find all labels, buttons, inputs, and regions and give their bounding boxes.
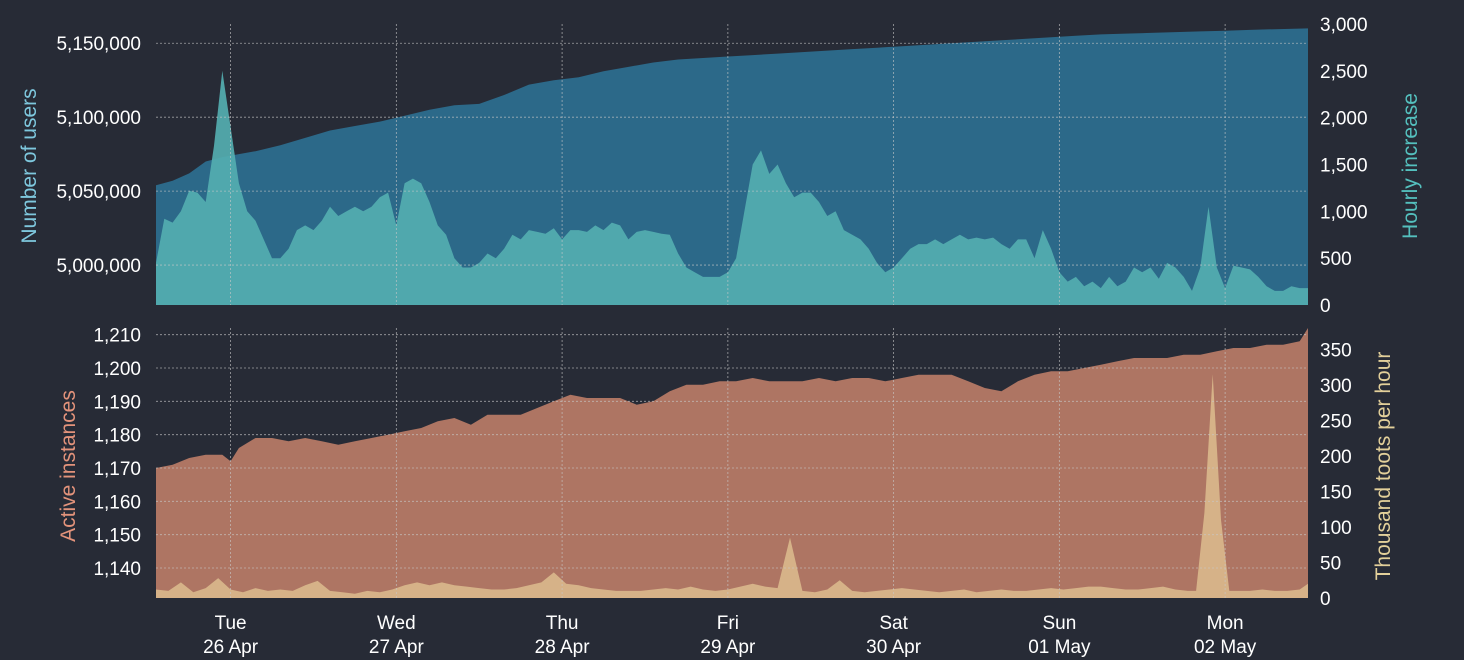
instances-left-ticks: 1,140 1,150 1,160 1,170 1,180 1,190 1,200 1,210 [93,326,141,580]
x-tick-day: Sat [879,613,908,634]
right-tick-label: 250 [1320,411,1352,432]
left-tick-label: 1,190 [93,392,141,413]
left-tick-label: 1,160 [93,492,141,513]
right-tick-label: 0 [1320,296,1331,317]
right-tick-label: 150 [1320,482,1352,503]
left-tick-label: 1,150 [93,526,141,547]
left-tick-label: 5,050,000 [56,182,141,203]
instances-area [156,328,1308,598]
left-tick-label: 5,000,000 [56,256,141,277]
right-tick-label: 2,000 [1320,109,1368,130]
left-tick-label: 5,150,000 [56,34,141,55]
right-tick-label: 3,000 [1320,15,1368,36]
x-tick-day: Tue [215,613,247,634]
right-tick-label: 350 [1320,340,1352,361]
x-tick-day: Mon [1207,613,1244,634]
x-axis-ticks: Tue 26 Apr Wed 27 Apr Thu 28 Apr Fri 29 Apr Sat 3… [203,613,1257,658]
right-tick-label: 200 [1320,447,1352,468]
x-tick-date: 29 Apr [700,637,756,658]
left-tick-label: 1,180 [93,426,141,447]
instances-axis-label: Active instances [57,390,80,542]
left-tick-label: 5,100,000 [56,108,141,129]
x-tick-date: 28 Apr [535,637,591,658]
right-tick-label: 50 [1320,553,1341,574]
right-tick-label: 1,500 [1320,156,1368,177]
toots-right-ticks: 0 50 100 150 200 250 300 350 [1320,340,1352,610]
x-tick-date: 27 Apr [369,637,425,658]
x-tick-day: Wed [377,613,416,634]
users-right-ticks: 0 500 1,000 1,500 2,000 2,500 3,000 [1320,15,1368,317]
x-tick-day: Sun [1042,613,1076,634]
instances-panel: 1,140 1,150 1,160 1,170 1,180 1,190 1,200 1,210… [57,326,1395,610]
right-tick-label: 2,500 [1320,62,1368,83]
right-tick-label: 0 [1320,589,1331,610]
users-panel-grid [156,24,1308,305]
right-tick-label: 500 [1320,249,1352,270]
right-tick-label: 300 [1320,376,1352,397]
users-left-ticks: 5,000,000 5,050,000 5,100,000 5,150,000 [56,34,141,277]
x-tick-day: Thu [546,613,579,634]
x-tick-day: Fri [717,613,739,634]
hourly-increase-area [156,70,1308,305]
hourly-axis-label: Hourly increase [1399,93,1422,239]
x-tick-date: 01 May [1028,637,1091,658]
right-tick-label: 1,000 [1320,202,1368,223]
right-tick-label: 100 [1320,518,1352,539]
users-axis-label: Number of users [18,88,41,243]
instances-panel-grid [156,328,1308,598]
x-tick-date: 26 Apr [203,637,259,658]
toots-axis-label: Thousand toots per hour [1372,352,1395,581]
users-panel: 5,000,000 5,050,000 5,100,000 5,150,000 0 50… [18,15,1422,317]
left-tick-label: 1,210 [93,326,141,347]
left-tick-label: 1,140 [93,559,141,580]
left-tick-label: 1,170 [93,459,141,480]
left-tick-label: 1,200 [93,359,141,380]
x-tick-date: 02 May [1194,637,1257,658]
x-tick-date: 30 Apr [866,637,922,658]
